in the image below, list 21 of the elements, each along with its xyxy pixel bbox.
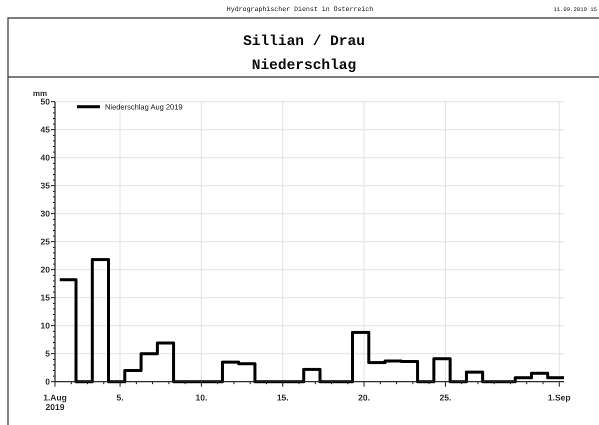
x-tick-label: 25.: [439, 392, 452, 403]
x-tick-label: 5.: [116, 392, 124, 403]
y-tick-label: 45: [40, 124, 50, 134]
y-tick-label: 20: [40, 264, 50, 274]
chart-title: Sillian / Drau: [243, 34, 365, 50]
y-tick-label: 30: [40, 208, 50, 218]
x-tick-label: 1.Sep: [548, 392, 571, 403]
y-tick-label: 5: [45, 348, 50, 358]
chart-subtitle: Niederschlag: [252, 58, 356, 74]
y-tick-label: 15: [40, 292, 50, 302]
y-tick-label: 40: [40, 152, 50, 162]
y-tick-label: 10: [40, 320, 50, 330]
y-axis-title: mm: [32, 89, 48, 98]
y-tick-label: 50: [40, 96, 50, 106]
y-tick-label: 35: [40, 180, 50, 190]
y-tick-label: 25: [40, 236, 50, 246]
x-tick-label: 10.: [195, 392, 208, 403]
y-tick-label: 0: [45, 376, 50, 386]
x-tick-label: 15.: [276, 392, 289, 403]
x-tick-label: 20.: [358, 392, 370, 403]
x-tick-label: 1.Aug 2019: [43, 392, 67, 412]
